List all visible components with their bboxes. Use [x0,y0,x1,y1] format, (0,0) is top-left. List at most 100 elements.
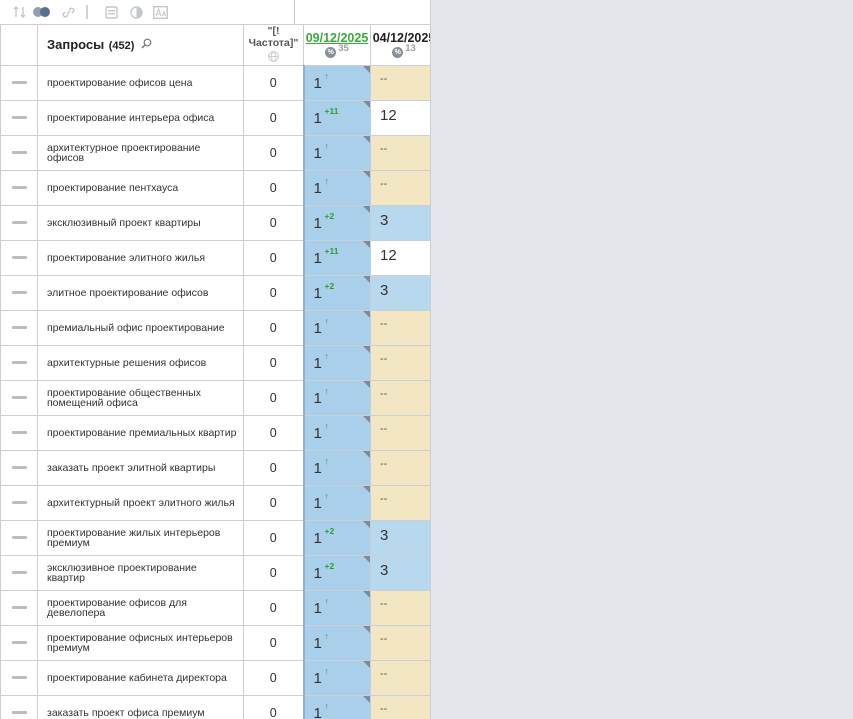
query-cell[interactable]: архитектурные решения офисов [37,345,244,381]
position-previous-cell[interactable]: -- [370,310,430,346]
remove-query-button[interactable] [0,170,38,206]
position-current-cell[interactable]: 1 +2 [302,555,371,591]
position-previous-cell[interactable]: -- [370,415,430,451]
table-row[interactable]: эксклюзивное проектирование квартир 0 1 +2 3 [0,555,430,591]
position-current-cell[interactable]: 1 ↑ [302,450,371,486]
header-date-2[interactable]: 04/12/2025 % 13 [370,24,430,66]
query-cell[interactable]: проектирование общественных помещений оф… [37,380,244,416]
query-cell[interactable]: элитное проектирование офисов [37,275,244,311]
position-previous-cell[interactable]: -- [370,135,430,171]
table-row[interactable]: проектирование общественных помещений оф… [0,380,430,416]
position-previous-cell[interactable]: -- [370,345,430,381]
link-icon[interactable] [61,5,76,19]
position-current-cell[interactable]: 1 ↑ [302,345,371,381]
globe-icon[interactable] [245,51,303,65]
remove-query-button[interactable] [0,240,38,276]
position-previous-cell[interactable]: -- [370,590,430,626]
table-row[interactable]: проектирование премиальных квартир 0 1 ↑ -- [0,415,430,451]
query-cell[interactable]: проектирование премиальных квартир [37,415,244,451]
percent-icon[interactable]: % [325,47,337,58]
table-row[interactable]: элитное проектирование офисов 0 1 +2 3 [0,275,430,311]
query-cell[interactable]: проектирование интерьера офиса [37,100,244,136]
position-current-cell[interactable]: 1 ↑ [302,415,371,451]
table-row[interactable]: архитектурное проектирование офисов 0 1 ↑ -- [0,135,430,171]
remove-query-button[interactable] [0,590,38,626]
position-current-cell[interactable]: 1 ↑ [302,485,371,521]
position-current-cell[interactable]: 1 +2 [302,275,371,311]
query-cell[interactable]: проектирование жилых интерьеров премиум [37,520,244,556]
position-current-cell[interactable]: 1 ↑ [302,170,371,206]
position-current-cell[interactable]: 1 ↑ [302,65,371,101]
table-row[interactable]: проектирование интерьера офиса 0 1 +11 12 [0,100,430,136]
position-current-cell[interactable]: 1 ↑ [302,660,371,696]
position-current-cell[interactable]: 1 ↑ [302,695,371,719]
position-current-cell[interactable]: 1 +11 [302,100,371,136]
position-previous-cell[interactable]: -- [370,485,430,521]
position-previous-cell[interactable]: -- [370,450,430,486]
table-row[interactable]: проектирование элитного жилья 0 1 +11 12 [0,240,430,276]
query-cell[interactable]: проектирование кабинета директора [37,660,244,696]
remove-query-button[interactable] [0,415,38,451]
remove-query-button[interactable] [0,65,38,101]
position-current-cell[interactable]: 1 +11 [302,240,371,276]
position-previous-cell[interactable]: -- [370,380,430,416]
remove-query-button[interactable] [0,345,38,381]
position-previous-cell[interactable]: 3 [370,205,430,241]
position-current-cell[interactable]: 1 ↑ [302,310,371,346]
remove-query-button[interactable] [0,205,38,241]
remove-query-button[interactable] [0,100,38,136]
query-cell[interactable]: эксклюзивное проектирование квартир [37,555,244,591]
remove-query-button[interactable] [0,625,38,661]
position-previous-cell[interactable]: 3 [370,555,430,591]
table-row[interactable]: премиальный офис проектирование 0 1 ↑ -- [0,310,430,346]
header-queries[interactable]: Запросы (452) [37,24,244,66]
remove-query-button[interactable] [0,520,38,556]
query-cell[interactable]: проектирование офисов цена [37,65,244,101]
position-current-cell[interactable]: 1 ↑ [302,380,371,416]
position-current-cell[interactable]: 1 ↑ [302,135,371,171]
remove-query-button[interactable] [0,485,38,521]
query-cell[interactable]: заказать проект элитной квартиры [37,450,244,486]
position-previous-cell[interactable]: -- [370,65,430,101]
remove-query-button[interactable] [0,695,38,719]
search-icon[interactable] [141,36,152,54]
remove-query-button[interactable] [0,275,38,311]
position-previous-cell[interactable]: -- [370,170,430,206]
position-current-cell[interactable]: 1 +2 [302,205,371,241]
table-row[interactable]: проектирование офисных интерьеров премиу… [0,625,430,661]
table-row[interactable]: заказать проект элитной квартиры 0 1 ↑ -- [0,450,430,486]
header-frequency[interactable]: "[!Частота]" [243,24,304,66]
table-row[interactable]: эксклюзивный проект квартиры 0 1 +2 3 [0,205,430,241]
query-cell[interactable]: заказать проект офиса премиум [37,695,244,719]
query-cell[interactable]: проектирование пентхауса [37,170,244,206]
position-previous-cell[interactable]: -- [370,625,430,661]
query-cell[interactable]: эксклюзивный проект квартиры [37,205,244,241]
remove-query-button[interactable] [0,555,38,591]
remove-query-button[interactable] [0,135,38,171]
table-row[interactable]: архитектурные решения офисов 0 1 ↑ -- [0,345,430,381]
remove-query-button[interactable] [0,380,38,416]
table-row[interactable]: проектирование офисов для девелопера 0 1 ↑ -… [0,590,430,626]
table-row[interactable]: проектирование пентхауса 0 1 ↑ -- [0,170,430,206]
percent-icon[interactable]: % [392,47,404,58]
position-current-cell[interactable]: 1 ↑ [302,590,371,626]
query-cell[interactable]: премиальный офис проектирование [37,310,244,346]
table-row[interactable]: проектирование офисов цена 0 1 ↑ -- [0,65,430,101]
query-cell[interactable]: архитектурный проект элитного жилья [37,485,244,521]
position-previous-cell[interactable]: 12 [370,100,430,136]
position-previous-cell[interactable]: 3 [370,275,430,311]
position-previous-cell[interactable]: 12 [370,240,430,276]
calendar-icon[interactable] [104,5,118,19]
remove-query-button[interactable] [0,660,38,696]
position-current-cell[interactable]: 1 ↑ [302,625,371,661]
table-row[interactable]: проектирование жилых интерьеров премиум 0… [0,520,430,556]
remove-query-button[interactable] [0,310,38,346]
remove-query-button[interactable] [0,450,38,486]
header-date-1[interactable]: 09/12/2025 % 35 [303,24,371,66]
table-row[interactable]: проектирование кабинета директора 0 1 ↑ -- [0,660,430,696]
font-size-icon[interactable] [153,5,168,19]
table-row[interactable]: заказать проект офиса премиум 0 1 ↑ -- [0,695,430,719]
sort-icon[interactable] [13,5,27,19]
query-cell[interactable]: проектирование офисов для девелопера [37,590,244,626]
position-previous-cell[interactable]: -- [370,660,430,696]
